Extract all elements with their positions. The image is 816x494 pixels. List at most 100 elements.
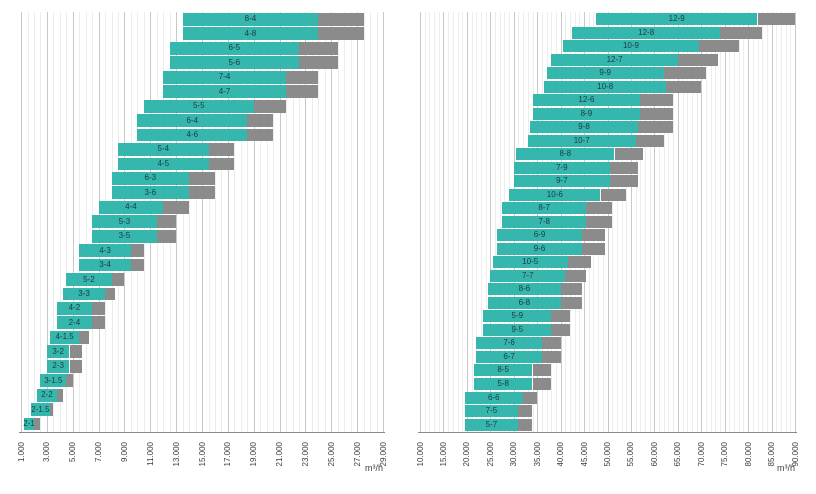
bar-primary-segment: 12-7 <box>551 53 678 66</box>
gridline-minor <box>635 12 637 432</box>
bar-label: 8-9 <box>580 108 593 118</box>
bar-extended-segment <box>69 359 83 373</box>
bar-label: 8-7 <box>538 203 550 213</box>
bar-extended-segment <box>518 418 533 431</box>
gridline-minor <box>485 12 487 432</box>
gridline-minor <box>766 12 768 432</box>
bar-primary-segment: 3-5 <box>92 229 157 243</box>
bar-label: 6-6 <box>488 392 500 402</box>
bar-primary-segment: 5-9 <box>483 310 552 323</box>
bar-primary-segment: 3-1.5 <box>40 374 67 388</box>
bar-primary-segment: 7-7 <box>490 269 566 282</box>
bar-label: 4-5 <box>157 158 170 168</box>
chart-left-small-fans: 8-4 4-8 6-5 5-6 7-4 4-7 5-5 6-4 4-6 5-4 4-5 6-3 3-6 4… <box>17 12 388 473</box>
bar-primary-segment: 7-9 <box>513 161 610 174</box>
bar-label: 5-5 <box>192 101 205 111</box>
bar-extended-segment <box>560 283 582 296</box>
gridline-minor <box>324 12 326 432</box>
gridline-minor <box>780 12 782 432</box>
bar-primary-segment: 9-6 <box>497 242 582 255</box>
bar-label: 5-4 <box>157 144 170 154</box>
gridline-minor <box>344 12 346 432</box>
x-tick-text: 5.000 <box>68 442 78 463</box>
gridline-minor <box>214 12 216 432</box>
bar-primary-segment: 7-8 <box>502 215 587 228</box>
gridline-minor <box>79 12 81 432</box>
x-axis-unit-label: m³/h <box>777 463 795 473</box>
bar-primary-segment: 4-7 <box>163 85 286 99</box>
bar-primary-segment: 2-1.5 <box>30 403 51 416</box>
bar-label: 12-9 <box>668 14 685 23</box>
bar-primary-segment: 4-6 <box>137 128 248 142</box>
gridline-minor <box>480 12 482 432</box>
gridline-minor <box>687 12 689 432</box>
bar-extended-segment <box>130 244 144 258</box>
bar-extended-segment <box>163 200 190 214</box>
bar-extended-segment <box>50 403 54 416</box>
bar-label: 5-6 <box>228 57 241 67</box>
gridline-minor <box>221 12 223 432</box>
bar-primary-segment: 5-5 <box>143 99 254 113</box>
bar-label: 3-2 <box>52 346 64 356</box>
gridline-major <box>795 12 796 432</box>
bar-extended-segment <box>532 364 552 377</box>
gridline-minor <box>434 12 436 432</box>
bar-label: 3-5 <box>118 231 131 241</box>
bar-primary-segment: 6-6 <box>464 391 524 404</box>
gridline-minor <box>311 12 313 432</box>
bar-primary-segment: 5-4 <box>118 143 209 156</box>
bar-primary-segment: 8-6 <box>488 283 561 296</box>
gridline-minor <box>438 12 440 432</box>
bar-label: 2-2 <box>41 390 53 400</box>
bar-primary-segment: 10-7 <box>527 134 636 147</box>
bar-label: 4-8 <box>244 28 257 38</box>
gridline-major <box>72 12 74 432</box>
bar-extended-segment <box>666 80 702 93</box>
bar-extended-segment <box>614 148 643 161</box>
bar-extended-segment <box>640 107 674 120</box>
gridline-minor <box>448 12 450 432</box>
bar-extended-segment <box>565 269 587 282</box>
gridline-major <box>253 12 255 432</box>
bar-extended-segment <box>560 296 582 309</box>
bar-extended-segment <box>567 256 592 269</box>
gridline-minor <box>785 12 787 432</box>
bar-extended-segment <box>581 229 606 242</box>
gridline-minor <box>429 12 431 432</box>
bar-extended-segment <box>156 215 177 229</box>
bar-primary-segment: 5-3 <box>92 215 157 229</box>
bar-extended-segment <box>518 405 533 417</box>
bar-extended-segment <box>92 316 105 330</box>
gridline-major <box>202 12 203 432</box>
gridline-major <box>227 12 229 432</box>
bar-primary-segment: 10-9 <box>563 40 699 52</box>
gridline-minor <box>626 12 628 432</box>
bar-extended-segment <box>586 202 613 215</box>
bar-primary-segment: 2-1 <box>23 417 35 431</box>
gridline-minor <box>234 12 236 432</box>
gridline-minor <box>195 12 197 432</box>
bar-label: 6-8 <box>518 297 531 307</box>
gridline-minor <box>682 12 684 432</box>
bar-label: 5-3 <box>118 216 131 226</box>
bar-extended-segment <box>551 323 571 336</box>
bar-extended-segment <box>111 273 125 286</box>
bar-label: 7-6 <box>503 338 515 348</box>
bar-primary-segment: 10-6 <box>509 188 601 201</box>
bar-primary-segment: 5-8 <box>473 377 533 390</box>
bar-extended-segment <box>586 215 613 228</box>
bar-label: 10-6 <box>546 189 563 199</box>
bar-extended-segment <box>609 161 638 174</box>
gridline-minor <box>462 12 464 432</box>
bar-primary-segment: 10-5 <box>492 256 568 269</box>
bar-label: 2-3 <box>52 361 64 371</box>
bar-extended-segment <box>189 186 215 200</box>
gridline-minor <box>640 12 642 432</box>
gridline-major <box>771 12 773 432</box>
bar-label: 4-3 <box>99 245 111 255</box>
bar-extended-segment <box>757 13 795 25</box>
bar-label: 4-4 <box>125 202 137 212</box>
bar-primary-segment: 4-3 <box>79 244 131 258</box>
bar-extended-segment <box>581 242 606 255</box>
gridline-major <box>443 12 445 432</box>
